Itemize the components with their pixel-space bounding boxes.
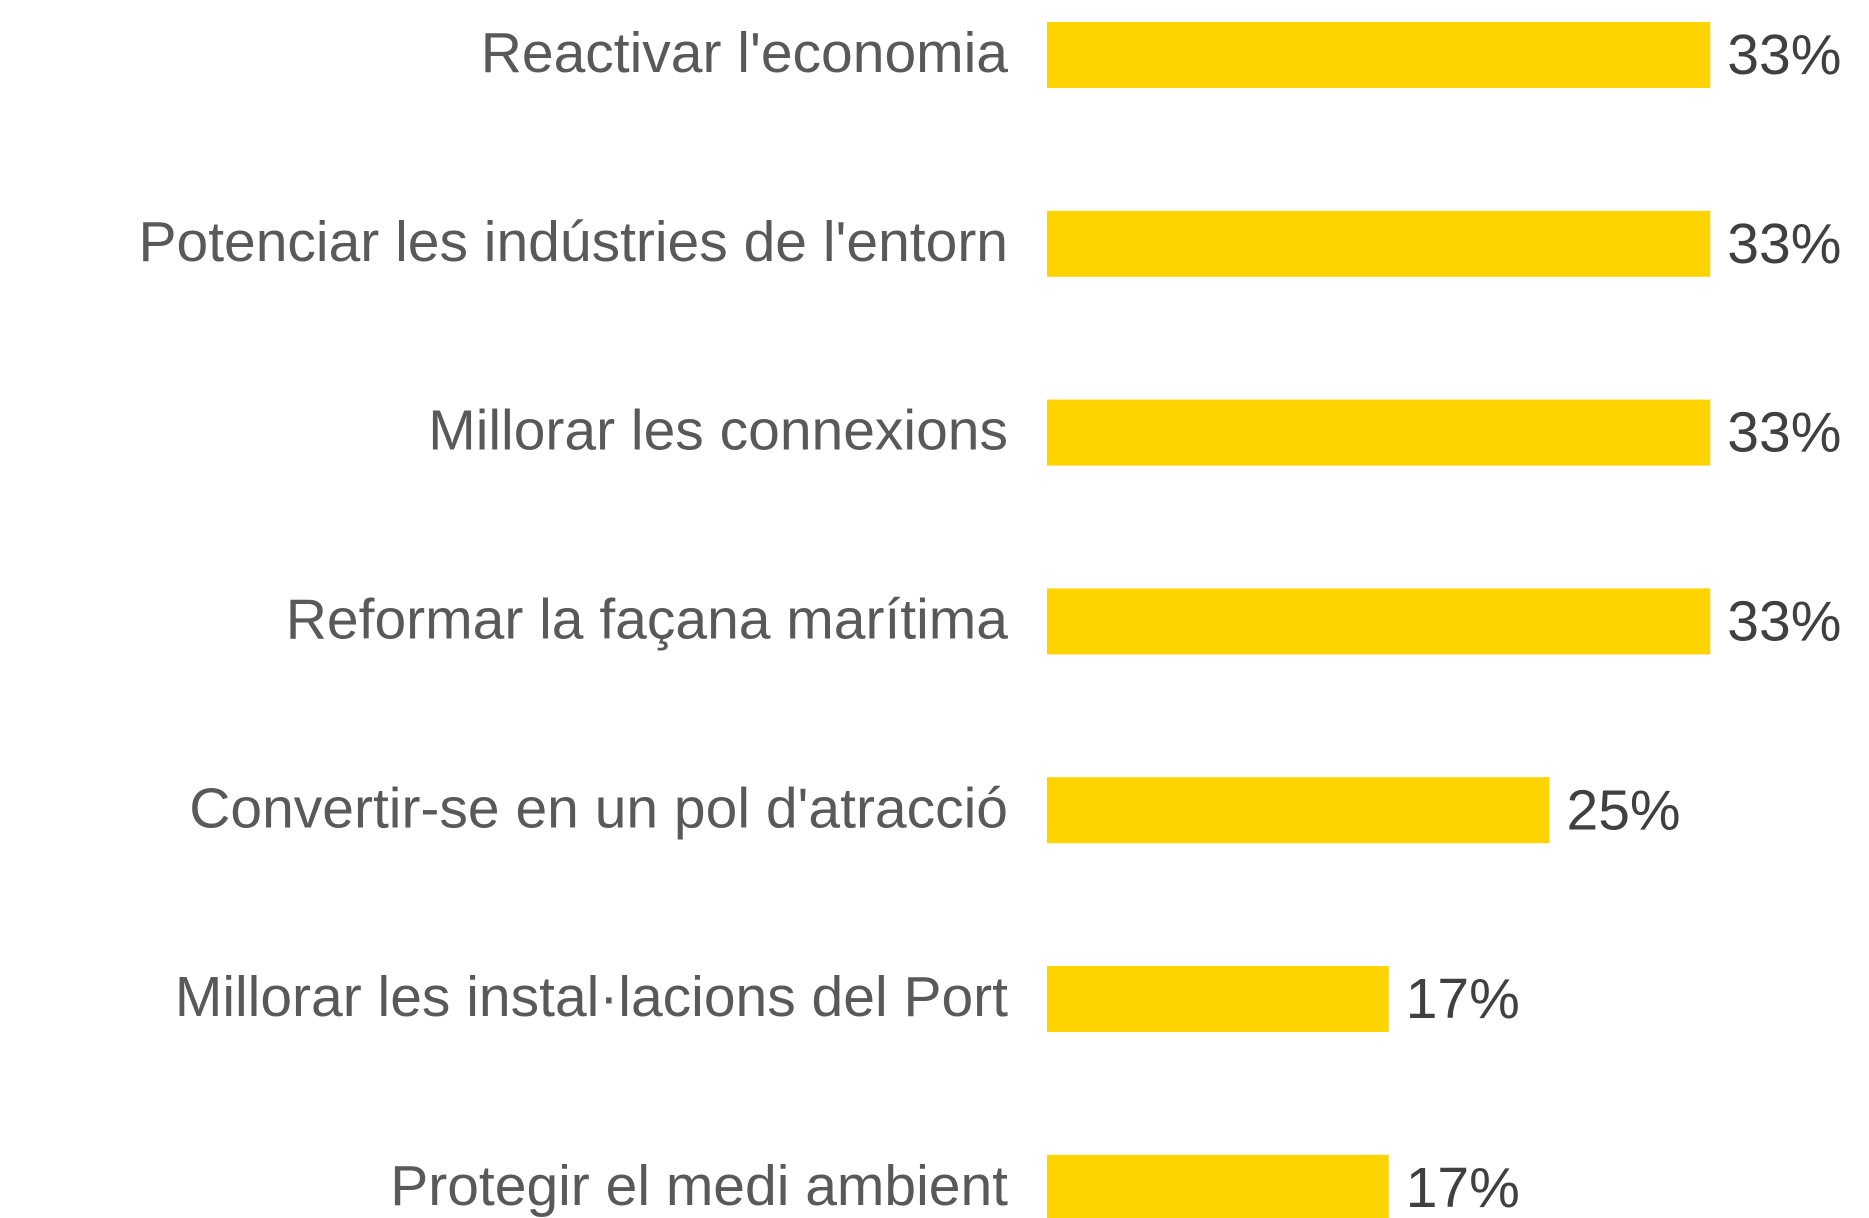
bar	[1047, 588, 1711, 655]
bar	[1047, 966, 1389, 1032]
bar	[1047, 1154, 1389, 1218]
value-label: 17%	[1406, 1156, 1520, 1218]
bar	[1047, 22, 1711, 88]
value-label: 33%	[1727, 23, 1841, 87]
category-label: Reformar la façana marítima	[286, 587, 1009, 651]
category-label: Reactivar l'economia	[481, 21, 1009, 85]
category-label: Convertir-se en un pol d'atracció	[189, 776, 1008, 840]
category-label: Protegir el medi ambient	[390, 1154, 1008, 1218]
category-label: Potenciar les indústries de l'entorn	[138, 210, 1008, 274]
value-label: 25%	[1567, 778, 1681, 842]
bar	[1047, 777, 1550, 844]
value-label: 33%	[1727, 212, 1841, 276]
bar	[1047, 210, 1711, 277]
value-label: 17%	[1406, 967, 1520, 1031]
value-label: 33%	[1727, 401, 1841, 465]
category-label: Millorar les instal·lacions del Port	[175, 965, 1008, 1029]
bar	[1047, 399, 1711, 466]
category-label: Millorar les connexions	[428, 399, 1008, 463]
value-label: 33%	[1727, 589, 1841, 653]
